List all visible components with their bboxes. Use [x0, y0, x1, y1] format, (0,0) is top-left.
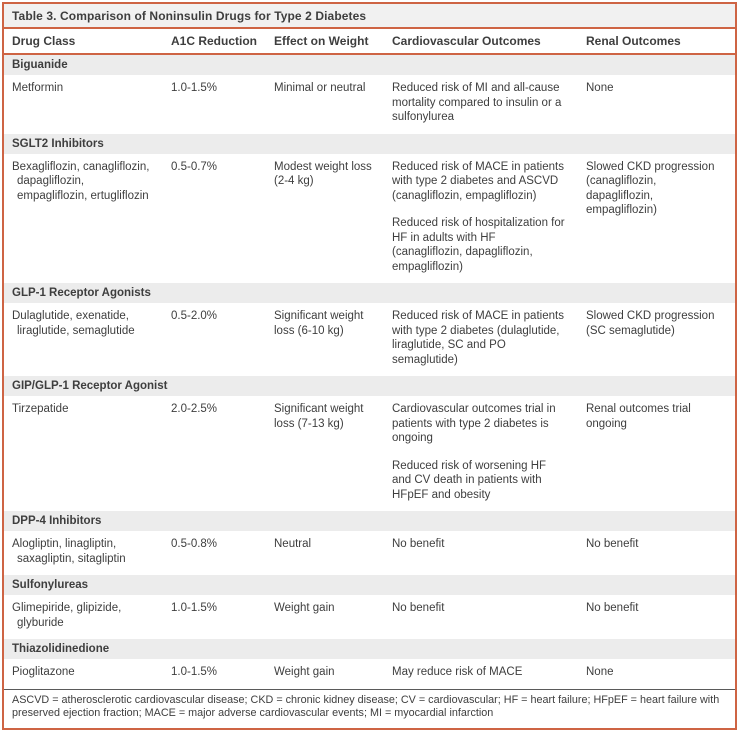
cell-effect-on-weight: Neutral: [274, 538, 312, 550]
cell-a1c-reduction: 0.5-0.8%: [171, 538, 218, 550]
cell-renal-outcomes: Slowed CKD progression (SC semaglutide): [586, 310, 715, 337]
cell-effect-on-weight: Significant weight loss (7-13 kg): [274, 403, 364, 430]
cell-a1c-reduction: 0.5-0.7%: [171, 160, 218, 173]
cell-drug-class: Bexagliflozin, canagliflozin, dapagliflo…: [12, 160, 150, 202]
column-header-renal-outcomes: Renal Outcomes: [586, 34, 681, 48]
cell-renal-outcomes: Renal outcomes trial ongoing: [586, 403, 691, 430]
cell-renal-outcomes: No benefit: [586, 538, 639, 550]
table-row: Dulaglutide, exenatide, liraglutide, sem…: [4, 303, 735, 376]
cv-paragraph-1: No benefit: [392, 602, 445, 614]
cell-renal-outcomes: None: [586, 82, 614, 94]
cell-effect-on-weight: Minimal or neutral: [274, 82, 366, 94]
cv-paragraph-1: May reduce risk of MACE: [392, 666, 523, 678]
cv-paragraph-1: Reduced risk of MI and all-cause mortali…: [392, 82, 562, 123]
cv-paragraph-1: Reduced risk of MACE in patients with ty…: [392, 160, 564, 202]
column-header-a1c-reduction: A1C Reduction: [171, 34, 258, 48]
cell-renal-outcomes: Slowed CKD progression (canagliflozin, d…: [586, 160, 715, 217]
section-header-sglt2-inhibitors: SGLT2 Inhibitors: [4, 133, 735, 154]
cell-effect-on-weight: Modest weight loss (2-4 kg): [274, 160, 372, 188]
cell-a1c-reduction: 2.0-2.5%: [171, 403, 218, 415]
cell-drug-class: Glimepiride, glipizide, glyburide: [12, 602, 122, 629]
cell-cardiovascular-outcomes: Reduced risk of MI and all-cause mortali…: [384, 75, 578, 134]
cell-cardiovascular-outcomes: Reduced risk of MACE in patients with ty…: [384, 303, 578, 376]
cv-paragraph-1: Cardiovascular outcomes trial in patient…: [392, 403, 556, 444]
table-row: Glimepiride, glipizide, glyburide 1.0-1.…: [4, 595, 735, 639]
cell-cardiovascular-outcomes: May reduce risk of MACE: [384, 659, 578, 689]
cv-paragraph-1: No benefit: [392, 538, 445, 550]
cell-cardiovascular-outcomes: Cardiovascular outcomes trial in patient…: [384, 396, 578, 511]
cv-paragraph-2: Reduced risk of worsening HF and CV deat…: [392, 459, 547, 501]
cell-effect-on-weight: Significant weight loss (6-10 kg): [274, 310, 364, 337]
column-header-drug-class: Drug Class: [12, 34, 76, 48]
cell-a1c-reduction: 1.0-1.5%: [171, 82, 218, 94]
cell-drug-class: Metformin: [12, 82, 64, 94]
section-header-biguanide: Biguanide: [4, 55, 735, 75]
cell-drug-class: Pioglitazone: [12, 666, 75, 678]
section-header-gip-glp1-receptor-agonist: GIP/GLP-1 Receptor Agonist: [4, 376, 735, 396]
abbreviations-footnote: ASCVD = atherosclerotic cardiovascular d…: [4, 688, 735, 728]
cell-drug-class: Alogliptin, linagliptin, saxagliptin, si…: [12, 538, 126, 565]
cell-a1c-reduction: 1.0-1.5%: [171, 666, 218, 678]
cell-renal-outcomes: No benefit: [586, 602, 639, 614]
cell-cardiovascular-outcomes: No benefit: [384, 595, 578, 639]
cell-cardiovascular-outcomes: No benefit: [384, 531, 578, 575]
cell-a1c-reduction: 1.0-1.5%: [171, 602, 218, 614]
column-header-cardiovascular-outcomes: Cardiovascular Outcomes: [392, 34, 541, 48]
cell-a1c-reduction: 0.5-2.0%: [171, 310, 218, 322]
cell-effect-on-weight: Weight gain: [274, 602, 335, 614]
cell-drug-class: Dulaglutide, exenatide, liraglutide, sem…: [12, 310, 135, 337]
column-header-effect-on-weight: Effect on Weight: [274, 34, 369, 48]
section-header-dpp4-inhibitors: DPP-4 Inhibitors: [4, 511, 735, 531]
table-row: Bexagliflozin, canagliflozin, dapagliflo…: [4, 153, 735, 284]
table-row: Tirzepatide 2.0-2.5% Significant weight …: [4, 396, 735, 511]
table-row: Alogliptin, linagliptin, saxagliptin, si…: [4, 531, 735, 575]
section-header-thiazolidinedione: Thiazolidinedione: [4, 639, 735, 659]
cv-paragraph-1: Reduced risk of MACE in patients with ty…: [392, 310, 564, 366]
cell-effect-on-weight: Weight gain: [274, 666, 335, 678]
cell-cardiovascular-outcomes: Reduced risk of MACE in patients with ty…: [384, 154, 578, 284]
column-header-row: Drug Class A1C Reduction Effect on Weigh…: [4, 29, 735, 55]
table-row: Metformin 1.0-1.5% Minimal or neutral Re…: [4, 75, 735, 134]
cell-renal-outcomes: None: [586, 666, 614, 678]
section-header-sulfonylureas: Sulfonylureas: [4, 575, 735, 595]
section-header-glp1-receptor-agonists: GLP-1 Receptor Agonists: [4, 283, 735, 303]
cv-paragraph-2: Reduced risk of hospitalization for HF i…: [392, 217, 565, 273]
table-row: Pioglitazone 1.0-1.5% Weight gain May re…: [4, 659, 735, 689]
table-title: Table 3. Comparison of Noninsulin Drugs …: [4, 4, 735, 29]
cell-drug-class: Tirzepatide: [12, 403, 69, 415]
